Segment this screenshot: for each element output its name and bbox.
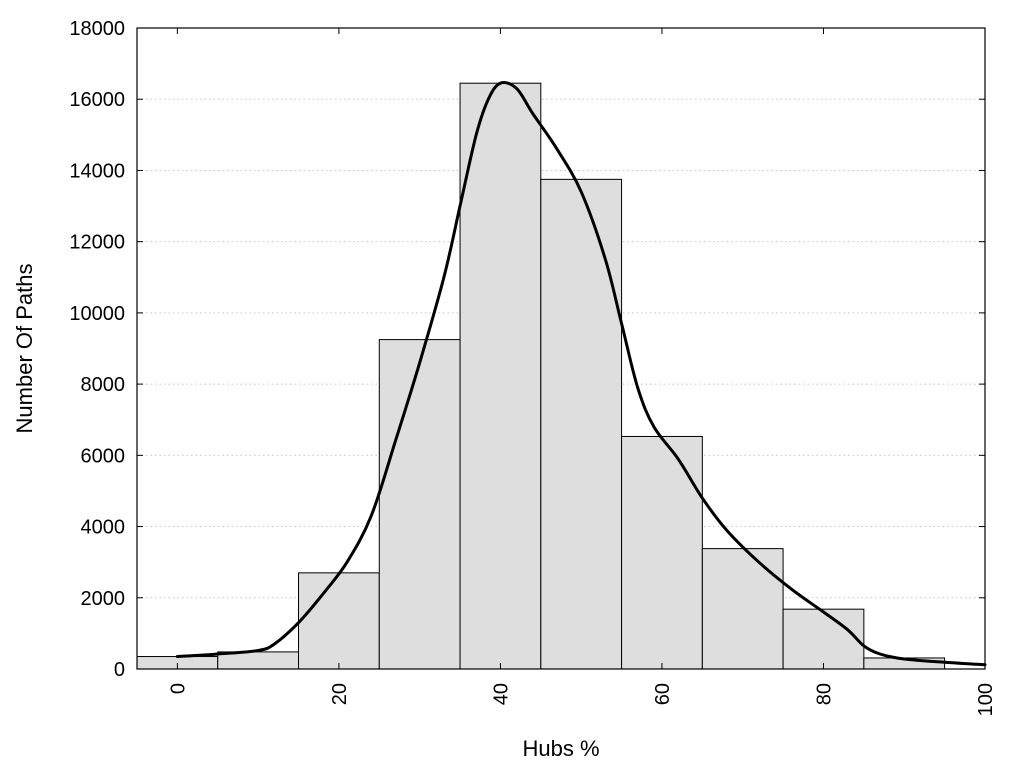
y-tick-label: 12000 [69,232,125,254]
plot-frame [136,27,986,670]
y-tick-label: 8000 [81,374,126,396]
y-tick-label: 16000 [69,89,125,111]
histogram-bar [378,339,461,670]
x-tick-label: 0 [167,683,189,694]
histogram-bar [701,548,784,670]
x-axis-ticks: 0 20 40 60 80 100 [167,28,997,716]
density-curve-group [175,81,987,667]
histogram-bar [540,178,623,670]
histogram-bar [298,572,380,670]
y-tick-label: 0 [114,659,125,681]
y-tick-label: 4000 [81,517,126,539]
histogram-bar [782,608,865,670]
y-tick-label: 2000 [81,588,126,610]
y-tick-label: 18000 [69,18,125,40]
y-axis-title: Number Of Paths [12,264,37,434]
x-tick-label: 80 [813,683,835,705]
x-tick-label: 40 [490,683,512,705]
y-tick-label: 10000 [69,303,125,325]
y-tick-label: 14000 [69,160,125,182]
x-axis-title: Hubs % [522,736,599,761]
histogram-bar [459,82,542,670]
density-curve [175,81,987,667]
x-tick-label: 60 [652,683,674,705]
y-tick-label: 6000 [81,445,126,467]
histogram-bar [621,435,703,670]
x-tick-label: 100 [975,683,997,716]
x-tick-label: 20 [329,683,351,705]
y-axis-ticks: 0 2000 4000 6000 8000 10000 12000 14000 16000 180… [69,18,985,681]
